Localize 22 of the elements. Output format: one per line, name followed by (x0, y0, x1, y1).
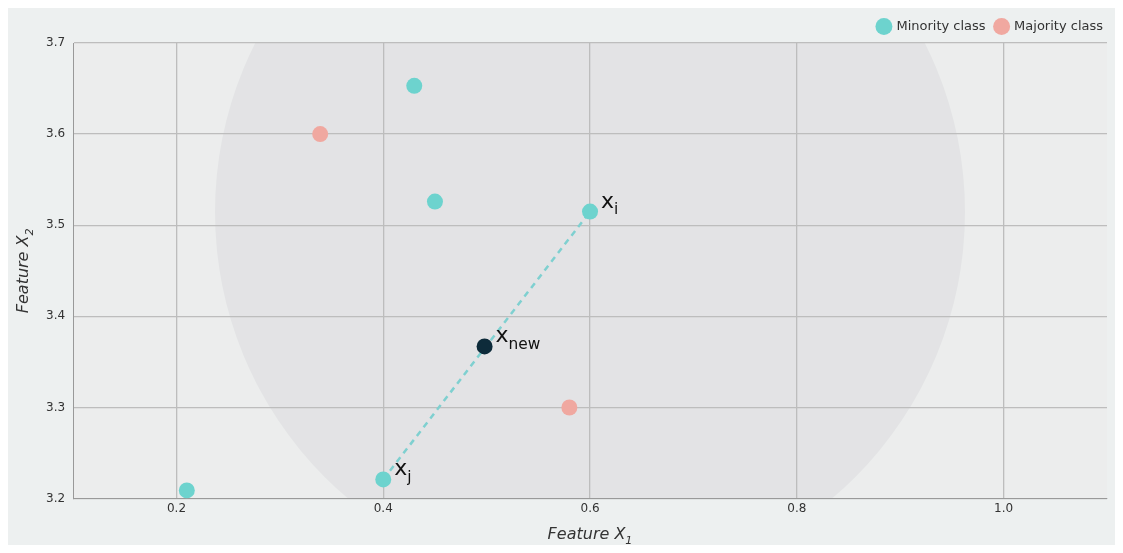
x-tick-label: 0.6 (580, 500, 600, 515)
y-tick-label: 3.2 (45, 490, 66, 505)
y-tick-label: 3.6 (45, 126, 66, 141)
y-tick-label: 3.7 (45, 35, 66, 50)
point (406, 77, 423, 94)
x-tick-label: 1.0 (994, 500, 1014, 515)
point (312, 126, 329, 143)
point (426, 193, 443, 210)
x-tick-label: 0.8 (787, 500, 807, 515)
y-tick-label: 3.5 (45, 217, 66, 232)
legend-label: Minority class (896, 17, 986, 33)
legend-label: Majority class (1014, 17, 1104, 33)
x-tick-label: 0.2 (166, 500, 187, 515)
y-tick-label: 3.3 (45, 399, 66, 414)
point (476, 338, 493, 355)
point (178, 482, 195, 499)
y-tick-label: 3.4 (45, 308, 66, 323)
y-axis-title: Feature X2 (13, 228, 36, 314)
point (561, 399, 578, 416)
point (375, 471, 392, 488)
point (582, 203, 599, 220)
x-tick-label: 0.4 (373, 500, 393, 515)
